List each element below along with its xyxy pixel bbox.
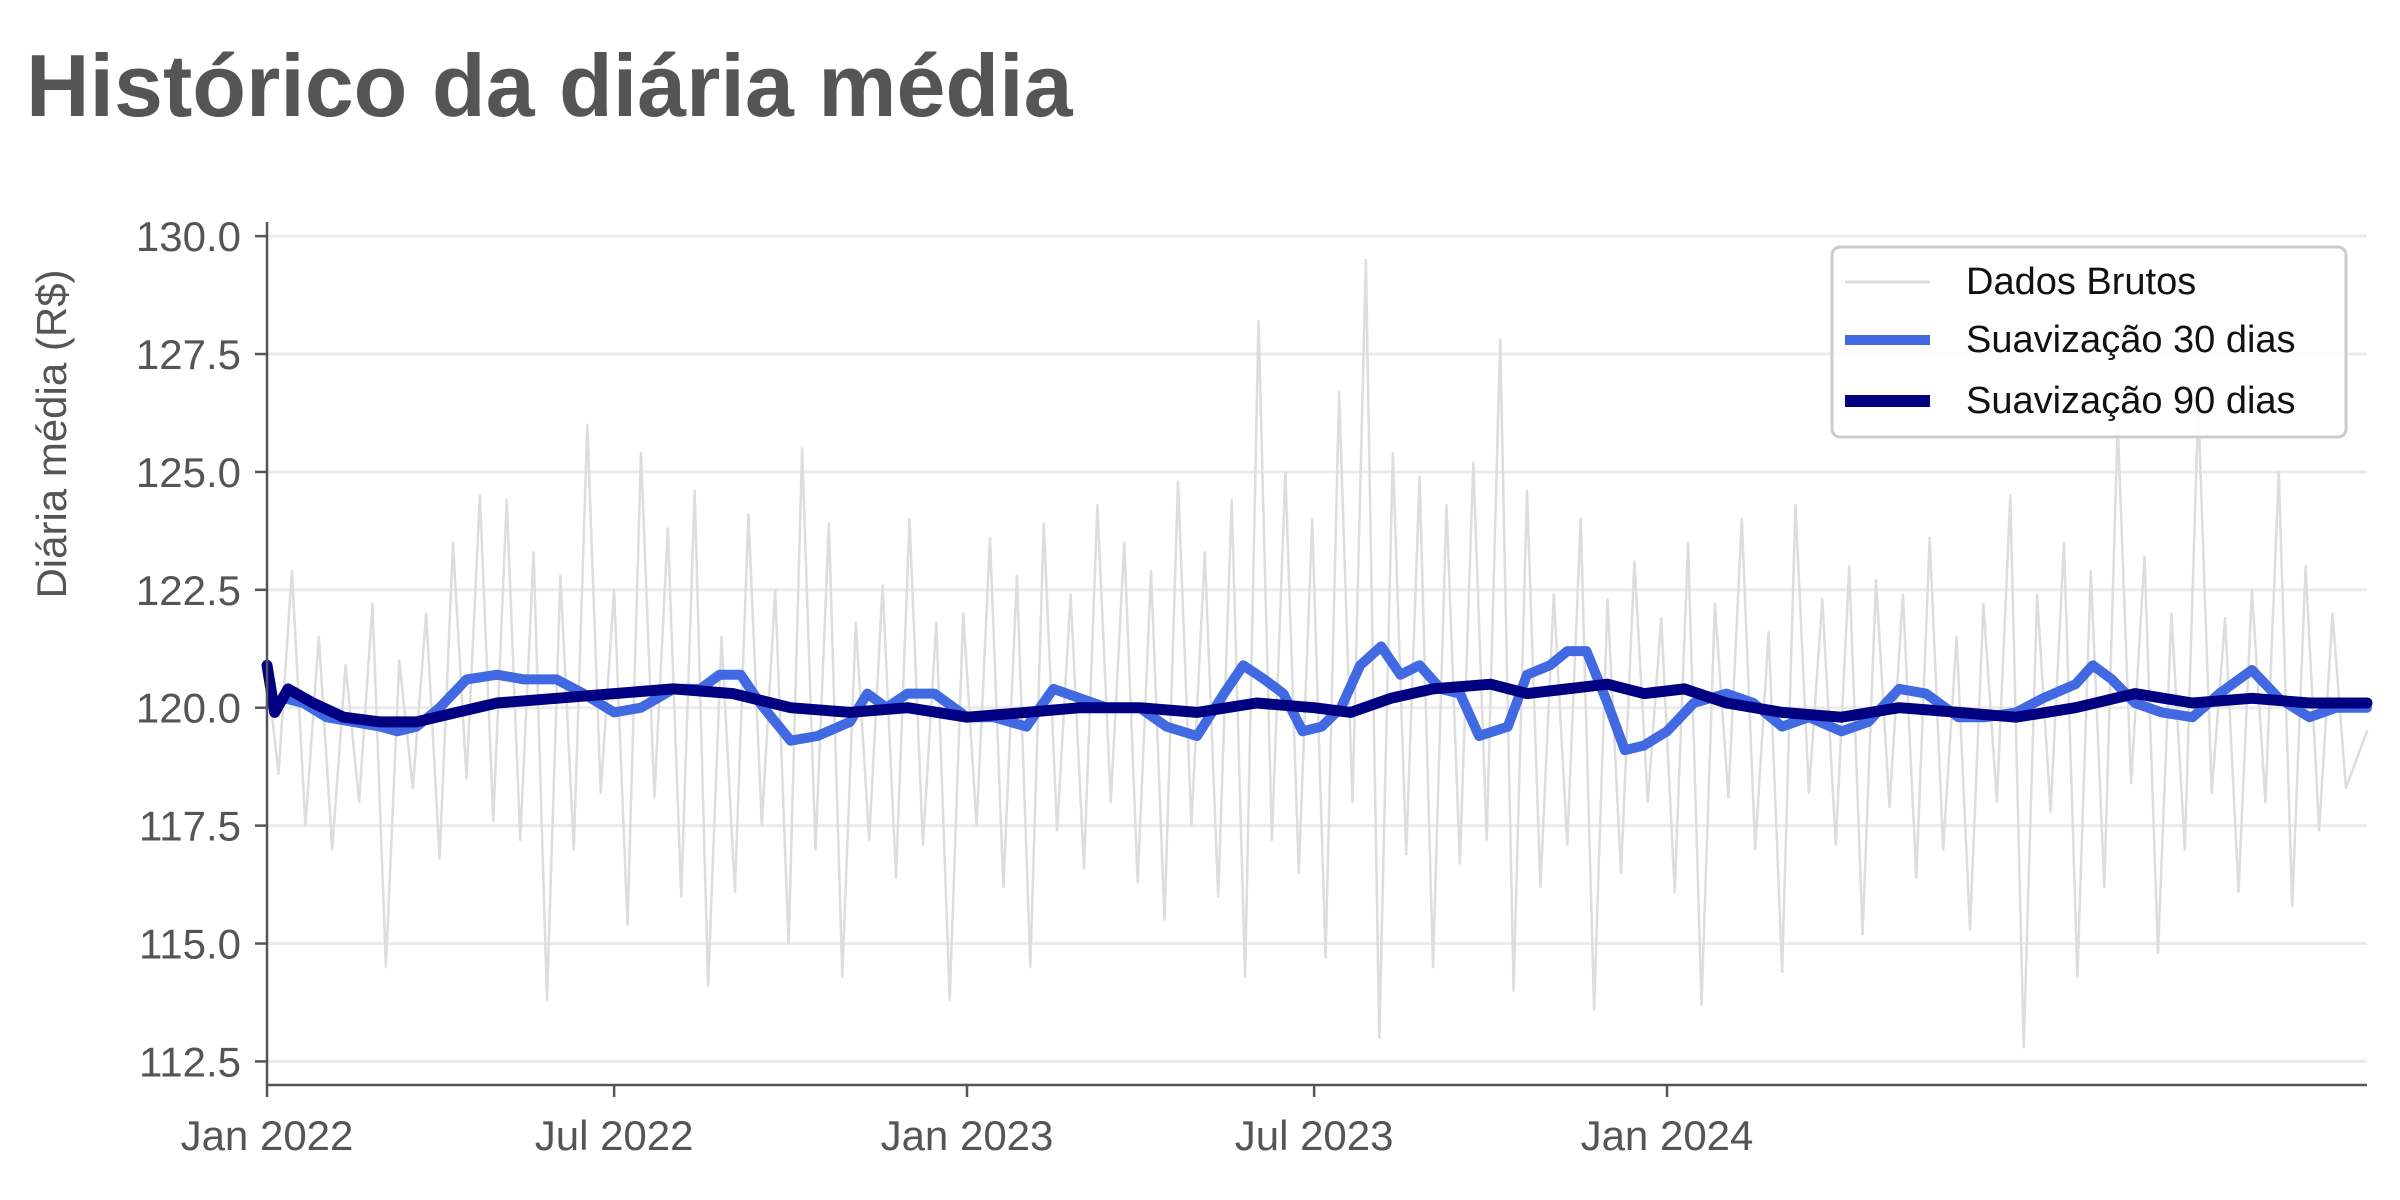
- x-tick-label: Jul 2022: [535, 1112, 694, 1159]
- x-tick-label: Jan 2024: [1581, 1112, 1754, 1159]
- x-tick-label: Jan 2022: [181, 1112, 354, 1159]
- y-tick-label: 117.5: [139, 803, 241, 850]
- y-tick-label: 120.0: [136, 685, 241, 732]
- y-tick-label: 115.0: [139, 921, 241, 968]
- axes: [255, 222, 2367, 1097]
- y-tick-label: 127.5: [136, 331, 241, 378]
- legend-frame: [1830, 245, 2348, 439]
- series-lines: [261, 258, 2373, 1049]
- legend-label-smooth30: Suavização 30 dias: [1966, 319, 2296, 361]
- y-tick-label: 130.0: [136, 213, 241, 260]
- y-tick-label: 122.5: [136, 567, 241, 614]
- series-line-raw: [265, 258, 2369, 1049]
- x-tick-label: Jan 2023: [881, 1112, 1054, 1159]
- chart-title: Histórico da diária média: [26, 36, 1073, 135]
- legend: Dados Brutos Suavização 30 dias Suavizaç…: [1830, 245, 2348, 439]
- x-tick-label: Jul 2023: [1235, 1112, 1394, 1159]
- y-axis-label: Diária média (R$): [28, 269, 75, 598]
- y-tick-label: 125.0: [136, 449, 241, 496]
- y-tick-label: 112.5: [139, 1038, 241, 1085]
- legend-label-smooth90: Suavização 90 dias: [1966, 380, 2296, 422]
- tick-labels: 112.5 115.0 117.5 120.0 122.5 125.0 127.5 130.0…: [136, 213, 1754, 1159]
- series-line-smooth90: [261, 659, 2373, 728]
- legend-label-raw: Dados Brutos: [1966, 261, 2196, 303]
